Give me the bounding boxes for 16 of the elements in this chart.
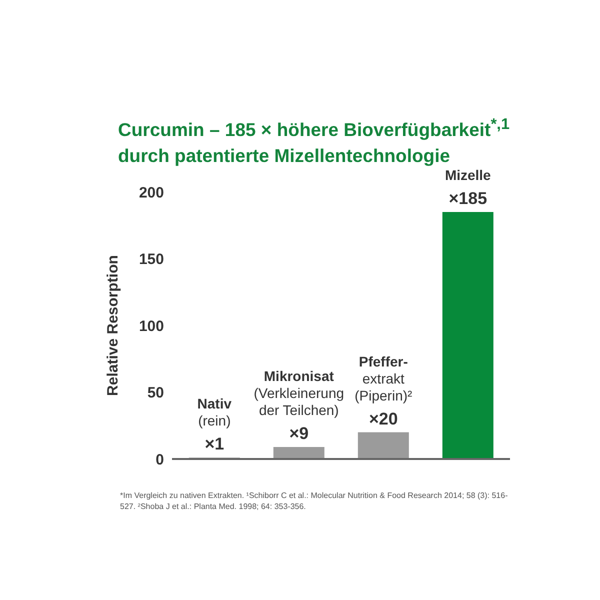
y-tick-label: 0 <box>156 451 164 468</box>
data-label: ×1 <box>204 434 224 454</box>
y-tick-label: 50 <box>147 384 164 402</box>
text: *Im Vergleich zu nativen Extrakten. ¹Schiborr C et al.: Molecular Nutrition & Food Research 2014; 58 (3): 516-527. ²Shoba J et al.: Planta Med. 1998; 64: 353-356. <box>120 490 509 512</box>
data-label: ×9 <box>289 424 309 443</box>
y-tick-label: 150 <box>138 251 164 268</box>
data-label: ×20 <box>368 409 398 428</box>
data-label: ×185 <box>448 189 488 208</box>
chart-title: Curcumin – 185 × höhere Bioverfügbarkeit$^{*,1}$ durch patentierte Mizellentechnologie <box>118 116 510 166</box>
x-tick-label: Mikronisat (Verkleinerung der Teilchen) <box>254 368 344 418</box>
x-tick-label: Pfeffer- extrakt (Piperin)² <box>354 353 413 404</box>
x-tick-label: Nativ (rein) <box>197 396 232 429</box>
y-tick-label: 200 <box>138 184 164 202</box>
y-axis-title: Relative Resorption <box>104 255 122 396</box>
y-tick-label: 100 <box>138 318 164 335</box>
x-tick-label: Mizelle <box>444 167 492 184</box>
